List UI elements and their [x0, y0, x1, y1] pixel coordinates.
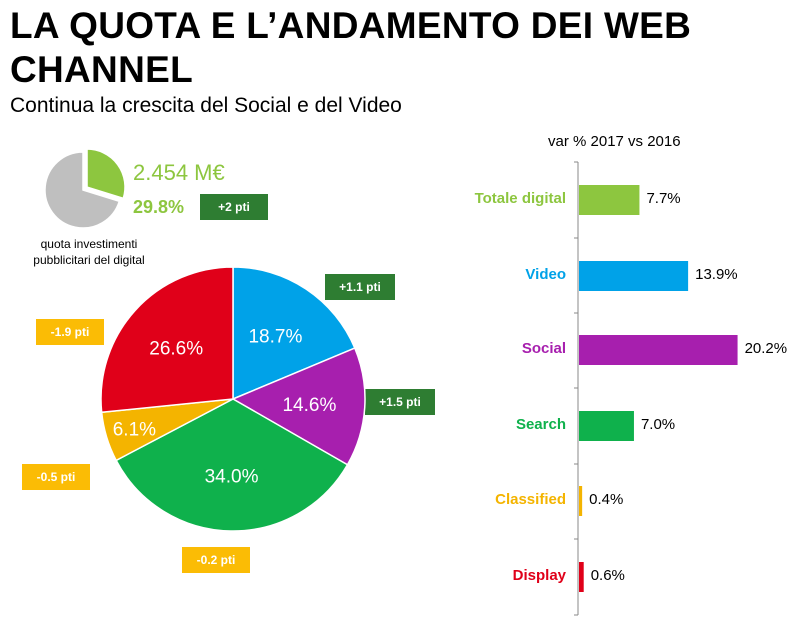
channel-share-pie: 18.7% 14.6% 34.0% 6.1% 26.6% [100, 266, 366, 532]
bar-category-display: Display [512, 567, 566, 584]
bar-display [579, 562, 584, 592]
bar-value-totale-digital: 7.7% [646, 190, 681, 207]
digital-share-delta-badge: +2 pti [200, 194, 268, 220]
bar-chart-ticks [574, 161, 578, 616]
bar-value-video: 13.9% [695, 266, 738, 283]
digital-share-percent: 29.8% [133, 197, 185, 217]
bar-classified [579, 486, 583, 516]
digital-share-caption: quota investimenti pubblicitari del digi… [14, 236, 164, 268]
bar-value-display: 0.6% [590, 567, 625, 584]
bar-category-search: Search [515, 416, 566, 433]
bar-value-classified: 0.4% [589, 491, 624, 508]
bar-social [579, 335, 738, 365]
pie-slice-video [232, 266, 356, 401]
classified-delta-badge: -0.5 pti [22, 464, 90, 490]
video-delta-badge: +1.1 pti [325, 274, 395, 300]
display-delta-badge: -1.9 pti [36, 319, 104, 345]
caption-line-2: pubblicitari del digital [33, 253, 145, 267]
pie-slice-social [231, 347, 366, 466]
social-delta-badge: +1.5 pti [365, 389, 435, 415]
digital-share-pie [44, 148, 126, 229]
variation-bars [579, 185, 738, 592]
share-pie-rest [44, 151, 121, 229]
bar-value-search: 7.0% [640, 416, 676, 433]
pie-slice-search [115, 398, 349, 532]
page-title: LA QUOTA E L’ANDAMENTO DEI WEB CHANNEL [10, 5, 692, 90]
bar-video [579, 261, 689, 291]
pie-slice-display [100, 266, 234, 414]
bar-category-totale-digital: Totale digital [474, 190, 566, 207]
digital-investment-value: 2.454 M€ [133, 160, 225, 185]
bar-category-social: Social [521, 340, 566, 357]
bar-search [579, 411, 634, 441]
bar-category-classified: Classified [495, 491, 566, 508]
bar-totale-digital [579, 185, 640, 215]
pie-label-display: 26.6% [149, 339, 203, 360]
pie-label-social: 14.6% [282, 395, 336, 416]
pie-label-classified: 6.1% [113, 420, 156, 441]
bar-category-video: Video [525, 266, 566, 283]
bar-chart-title: var % 2017 vs 2016 [548, 133, 681, 150]
search-delta-badge: -0.2 pti [182, 547, 250, 573]
bar-value-social: 20.2% [744, 340, 788, 357]
page-subtitle: Continua la crescita del Social e del Vi… [10, 94, 402, 117]
share-pie-digital [86, 148, 126, 200]
pie-label-search: 34.0% [205, 467, 259, 488]
caption-line-1: quota investimenti [40, 237, 138, 251]
pie-label-video: 18.7% [248, 326, 302, 347]
